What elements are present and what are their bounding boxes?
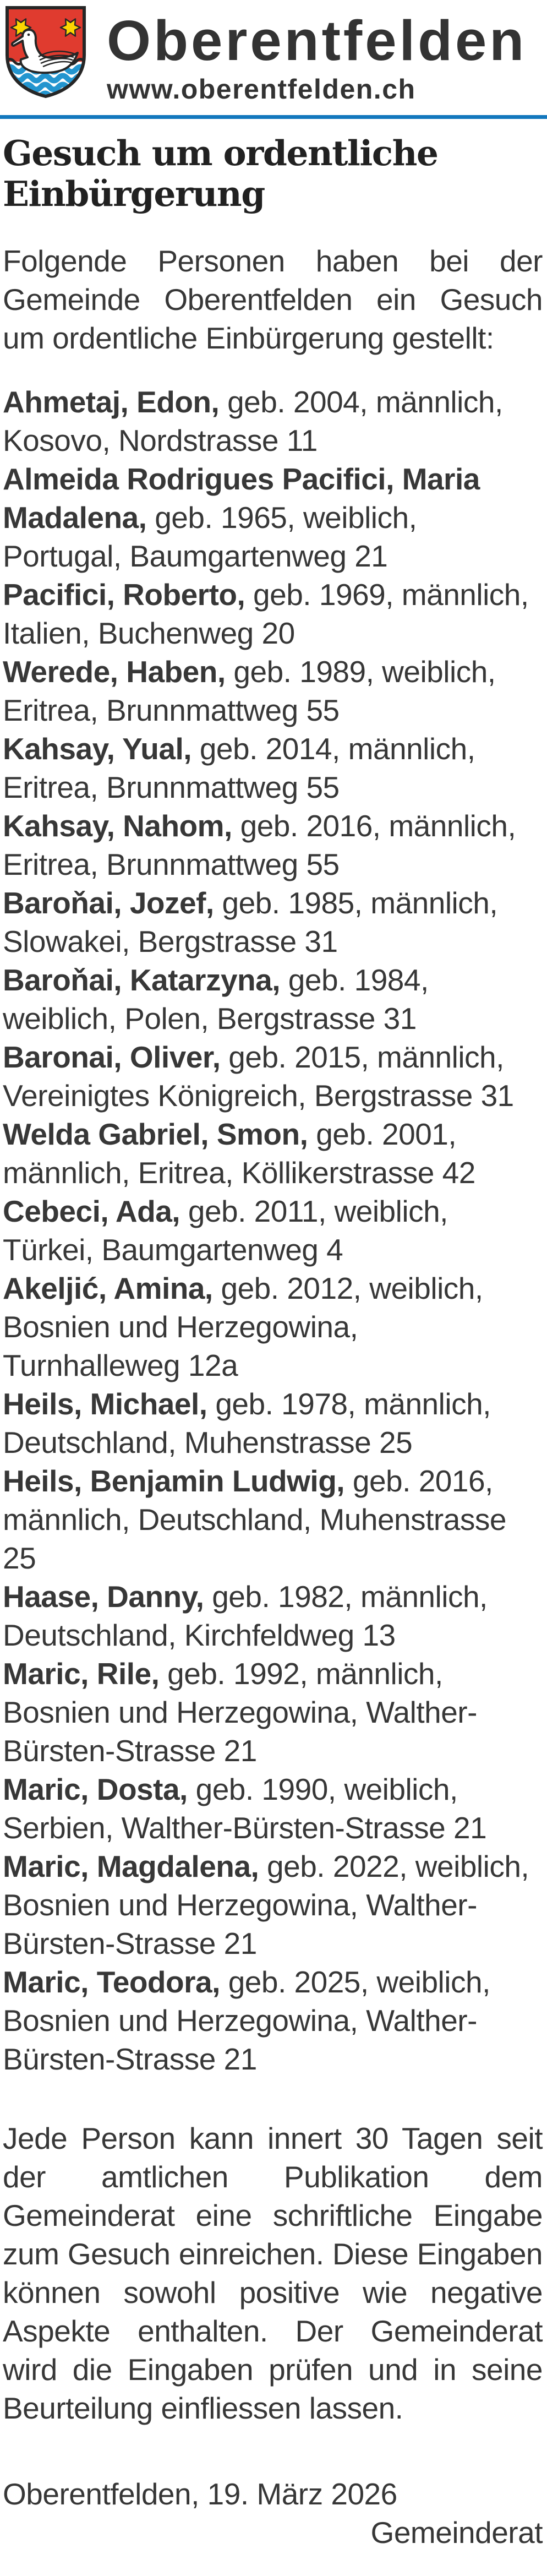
applicant-name: Heils, Benjamin Ludwig, — [3, 1464, 345, 1499]
applicant-details: geb. 2025, weiblich, Bosnien und Herzego… — [3, 1965, 490, 2077]
applicant-entry: Pacifici, Roberto, geb. 1969, männlich, … — [3, 575, 543, 652]
applicant-name: Akeljić, Amina, — [3, 1271, 213, 1306]
applicant-details: geb. 1982, männlich, Deutschland, Kirchf… — [3, 1580, 488, 1653]
applicant-name: Maric, Rile, — [3, 1657, 160, 1691]
applicant-entry: Werede, Haben, geb. 1989, weiblich, Erit… — [3, 652, 543, 729]
website-url: www.oberentfelden.ch — [107, 74, 416, 105]
place-date: Oberentfelden, 19. März 2026 — [3, 2477, 397, 2512]
applicant-name: Kahsay, Yual, — [3, 732, 192, 766]
applicant-entry: Maric, Teodora, geb. 2025, weiblich, Bos… — [3, 1963, 543, 2078]
applicant-details: geb. 2014, männlich, Eritrea, Brunnmattw… — [3, 732, 475, 805]
intro-paragraph: Folgende Personen haben bei der Gemeinde… — [3, 244, 543, 356]
applicant-name: Cebeci, Ada, — [3, 1194, 180, 1229]
applicant-name: Maric, Dosta, — [3, 1772, 188, 1807]
applicant-entry: Baronai, Oliver, geb. 2015, männlich, Ve… — [3, 1038, 543, 1115]
applicant-details: geb. 2011, weiblich, Türkei, Baumgartenw… — [3, 1194, 448, 1267]
applicant-details: geb. 2022, weiblich, Bosnien und Herzego… — [3, 1849, 529, 1961]
applicant-name: Ahmetaj, Edon, — [3, 385, 220, 420]
applicant-entry: Heils, Michael, geb. 1978, männlich, Deu… — [3, 1385, 543, 1462]
closing-paragraph: Jede Person kann innert 30 Tagen seit de… — [3, 2121, 543, 2426]
municipality-name: Oberentfelden — [107, 9, 527, 72]
applicant-details: geb. 1985, männlich, Slowakei, Bergstras… — [3, 886, 498, 959]
applicant-entry: Kahsay, Yual, geb. 2014, männlich, Eritr… — [3, 729, 543, 807]
applicant-details: geb. 2016, männlich, Eritrea, Brunnmattw… — [3, 809, 516, 882]
masthead-text: Oberentfelden www.oberentfelden.ch — [107, 4, 527, 105]
applicant-name: Maric, Teodora, — [3, 1965, 220, 2000]
oberentfelden-coat-of-arms-icon — [6, 6, 86, 99]
applicant-entry: Almeida Rodrigues Pacifici, Maria Madale… — [3, 460, 543, 575]
applicant-details: geb. 1984, weiblich, Polen, Bergstrasse … — [3, 963, 429, 1036]
applicant-entry: Akeljić, Amina, geb. 2012, weiblich, Bos… — [3, 1269, 543, 1385]
applicant-entry: Maric, Rile, geb. 1992, männlich, Bosnie… — [3, 1654, 543, 1770]
applicant-entry: Baroňai, Katarzyna, geb. 1984, weiblich,… — [3, 961, 543, 1038]
signature: Gemeinderat — [370, 2515, 543, 2550]
applicant-details: geb. 1969, männlich, Italien, Buchenweg … — [3, 578, 529, 651]
applicant-entry: Ahmetaj, Edon, geb. 2004, männlich, Koso… — [3, 383, 543, 460]
applicant-details: geb. 1989, weiblich, Eritrea, Brunnmattw… — [3, 655, 496, 728]
applicant-details: geb. 2004, männlich, Kosovo, Nordstrasse… — [3, 385, 503, 458]
applicant-name: Heils, Michael, — [3, 1387, 207, 1422]
applicant-name: Maric, Magdalena, — [3, 1849, 259, 1884]
applicant-entry: Heils, Benjamin Ludwig, geb. 2016, männl… — [3, 1462, 543, 1577]
applicant-name: Baroňai, Jozef, — [3, 886, 214, 921]
header: Oberentfelden www.oberentfelden.ch — [3, 4, 543, 105]
applicant-name: Kahsay, Nahom, — [3, 809, 232, 843]
applicant-details: geb. 2016, männlich, Deutschland, Muhens… — [3, 1464, 506, 1576]
applicant-entry: Haase, Danny, geb. 1982, männlich, Deuts… — [3, 1577, 543, 1654]
applicant-entry: Baroňai, Jozef, geb. 1985, männlich, Slo… — [3, 884, 543, 961]
applicant-details: geb. 1965, weiblich, Portugal, Baumgarte… — [3, 500, 417, 574]
applicant-name: Haase, Danny, — [3, 1580, 204, 1614]
applicant-name: Pacifici, Roberto, — [3, 578, 245, 612]
applicant-details: geb. 2015, männlich, Vereinigtes Königre… — [3, 1040, 514, 1113]
applicant-entry: Maric, Magdalena, geb. 2022, weiblich, B… — [3, 1847, 543, 1963]
star-icon — [59, 18, 81, 37]
applicant-entry: Welda Gabriel, Smon, geb. 2001, männlich… — [3, 1115, 543, 1192]
applicant-details: geb. 1992, männlich, Bosnien und Herzego… — [3, 1657, 477, 1768]
applicant-name: Almeida Rodrigues Pacifici, Maria Madale… — [3, 462, 480, 535]
notice-footer: Oberentfelden, 19. März 2026 Gemeinderat — [3, 2475, 543, 2552]
applicant-name: Werede, Haben, — [3, 655, 226, 689]
applicant-details: geb. 2001, männlich, Eritrea, Köllikerst… — [3, 1117, 475, 1190]
applicant-entry: Maric, Dosta, geb. 1990, weiblich, Serbi… — [3, 1770, 543, 1847]
divider-line — [0, 115, 547, 119]
applicant-details: geb. 2012, weiblich, Bosnien und Herzego… — [3, 1271, 483, 1383]
applicant-name: Baroňai, Katarzyna, — [3, 963, 281, 998]
applicant-details: geb. 1990, weiblich, Serbien, Walther-Bü… — [3, 1772, 487, 1845]
applicant-name: Baronai, Oliver, — [3, 1040, 221, 1075]
notice-title: Gesuch um ordentliche Einbürgerung — [3, 133, 439, 214]
applicant-details: geb. 1978, männlich, Deutschland, Muhens… — [3, 1387, 491, 1460]
applicant-entry: Cebeci, Ada, geb. 2011, weiblich, Türkei… — [3, 1192, 543, 1269]
applicant-entry: Kahsay, Nahom, geb. 2016, männlich, Erit… — [3, 807, 543, 884]
applicants-list: Ahmetaj, Edon, geb. 2004, männlich, Koso… — [3, 383, 543, 2078]
applicant-name: Welda Gabriel, Smon, — [3, 1117, 308, 1152]
